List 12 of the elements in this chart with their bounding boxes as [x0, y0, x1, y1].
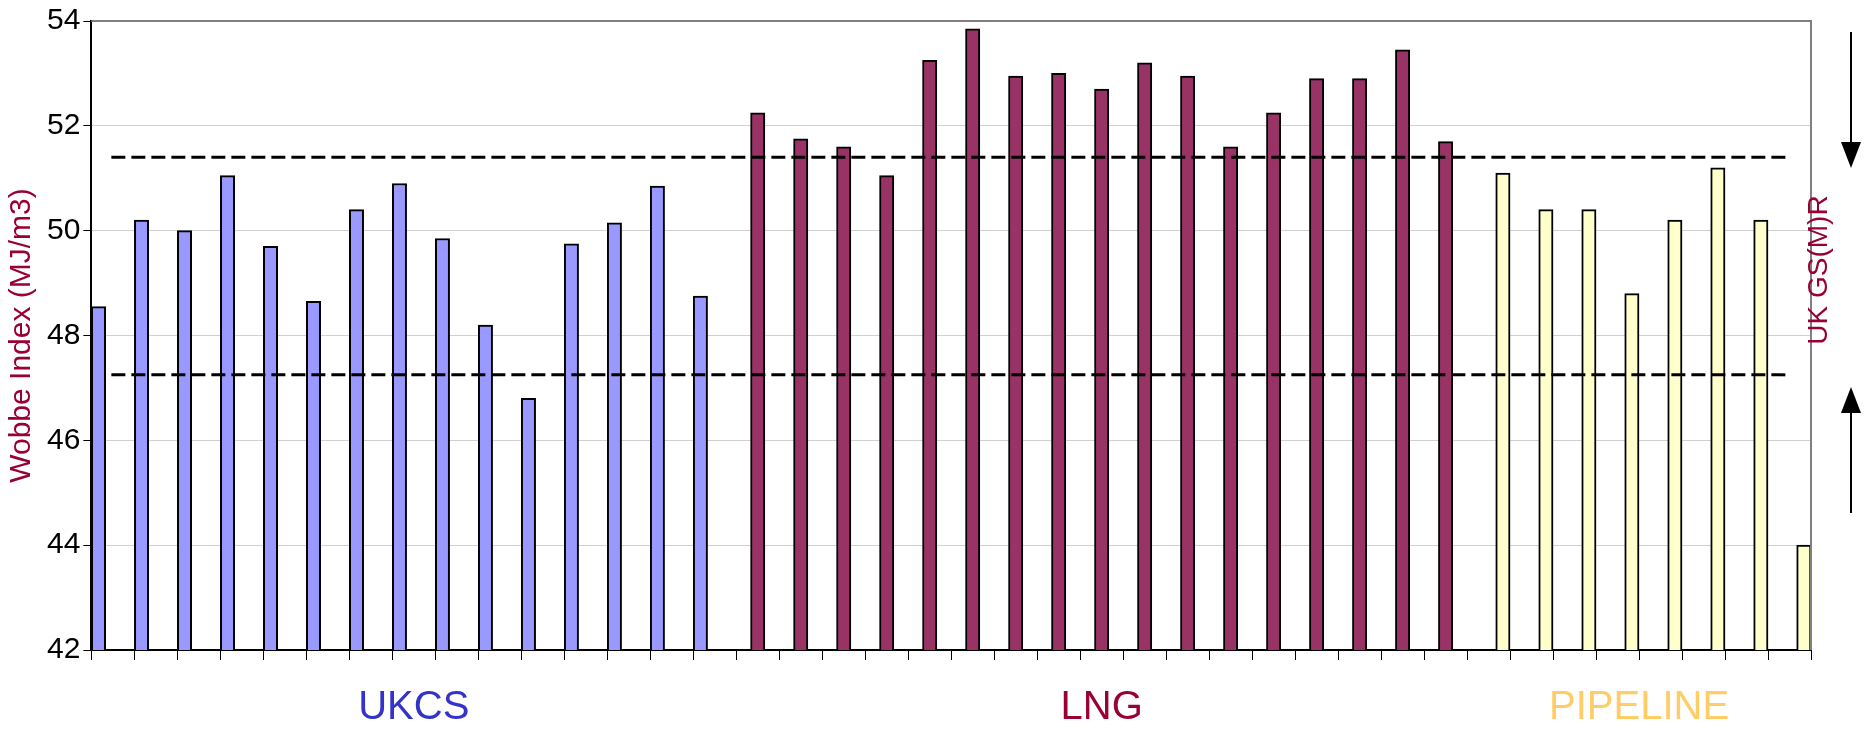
series-label: PIPELINE — [1549, 683, 1730, 728]
y-tick-label: 50 — [46, 211, 81, 245]
annotation: UK GS(M)R — [1802, 195, 1834, 345]
y-tick-label: 44 — [46, 526, 81, 560]
series-label: LNG — [1060, 683, 1143, 728]
y-tick-label: 54 — [46, 2, 81, 36]
series-label: UKCS — [358, 683, 470, 728]
y-axis-title: Wobbe Index (MJ/m3) — [3, 188, 37, 483]
y-tick-label: 52 — [46, 107, 81, 141]
y-tick-label: 42 — [46, 631, 81, 665]
y-tick-label: 46 — [46, 421, 81, 455]
y-tick-label: 48 — [46, 316, 81, 350]
